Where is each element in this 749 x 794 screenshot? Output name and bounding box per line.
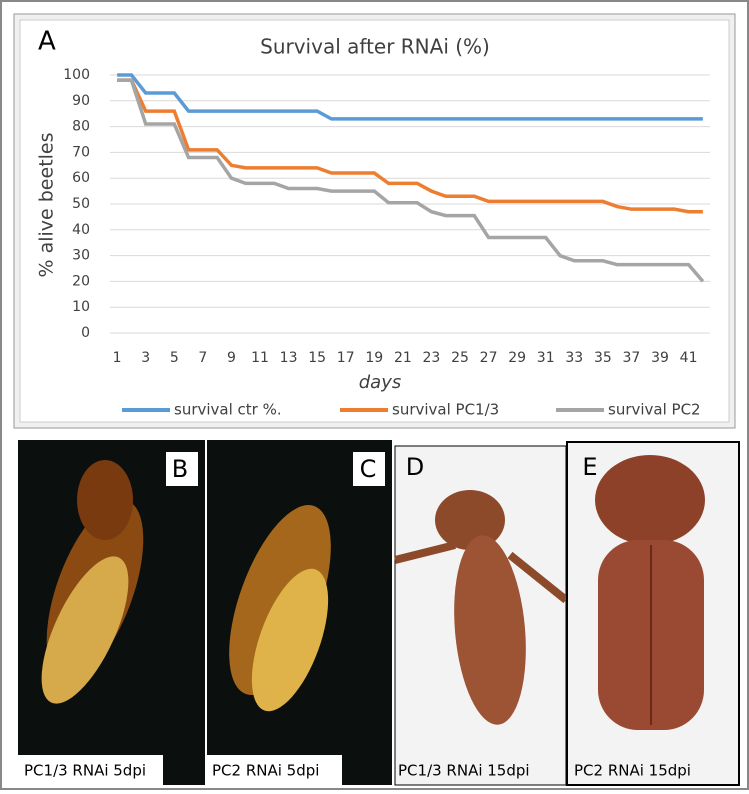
x-tick-label: 13 (280, 350, 298, 366)
photo-caption: PC2 RNAi 15dpi (574, 762, 691, 780)
x-tick-label: 31 (537, 350, 555, 366)
x-tick-label: 17 (337, 350, 355, 366)
photo-label: C (360, 455, 377, 483)
series-line (117, 78, 705, 283)
photo-label: D (406, 453, 424, 481)
y-tick-label: 80 (72, 119, 90, 135)
y-tick-label: 30 (72, 248, 90, 264)
y-tick-label: 40 (72, 222, 90, 238)
y-tick-label: 100 (63, 67, 90, 83)
x-tick-label: 41 (680, 350, 698, 366)
x-tick-label: 37 (623, 350, 641, 366)
y-tick-label: 10 (72, 299, 90, 315)
photo-d (394, 445, 569, 786)
photo-c (207, 440, 392, 785)
legend-label: survival ctr %. (174, 401, 282, 419)
x-tick-label: 15 (308, 350, 326, 366)
x-tick-label: 5 (170, 350, 179, 366)
chart-title: Survival after RNAi (%) (260, 35, 490, 59)
x-tick-label: 19 (365, 350, 383, 366)
y-tick-label: 0 (81, 325, 90, 341)
x-tick-label: 25 (451, 350, 469, 366)
series-line (117, 73, 703, 121)
photo-b (18, 440, 205, 785)
legend-label: survival PC1/3 (392, 401, 499, 419)
y-tick-label: 50 (72, 196, 90, 212)
y-axis-label: % alive beetles (36, 132, 58, 277)
x-tick-label: 1 (113, 350, 122, 366)
photo-label: E (582, 453, 597, 481)
x-tick-label: 11 (251, 350, 269, 366)
y-tick-label: 70 (72, 144, 90, 160)
x-tick-label: 23 (423, 350, 441, 366)
x-tick-label: 7 (198, 350, 207, 366)
y-tick-label: 60 (72, 170, 90, 186)
x-tick-label: 9 (227, 350, 236, 366)
y-tick-label: 20 (72, 273, 90, 289)
chart-area (19, 19, 730, 423)
x-axis-label: days (359, 372, 402, 393)
x-tick-label: 21 (394, 350, 412, 366)
x-tick-label: 39 (651, 350, 669, 366)
x-tick-label: 29 (508, 350, 526, 366)
x-tick-label: 33 (565, 350, 583, 366)
x-tick-label: 27 (480, 350, 498, 366)
x-tick-label: 3 (141, 350, 150, 366)
photo-caption: PC2 RNAi 5dpi (212, 762, 319, 780)
photo-caption: PC1/3 RNAi 5dpi (24, 762, 146, 780)
photo-label: B (172, 455, 188, 483)
panel-label: A (38, 27, 56, 57)
photo-e (566, 441, 740, 786)
series-line (117, 78, 703, 214)
x-tick-label: 35 (594, 350, 612, 366)
photo-caption: PC1/3 RNAi 15dpi (398, 762, 530, 780)
y-tick-label: 90 (72, 93, 90, 109)
legend-label: survival PC2 (608, 401, 701, 419)
